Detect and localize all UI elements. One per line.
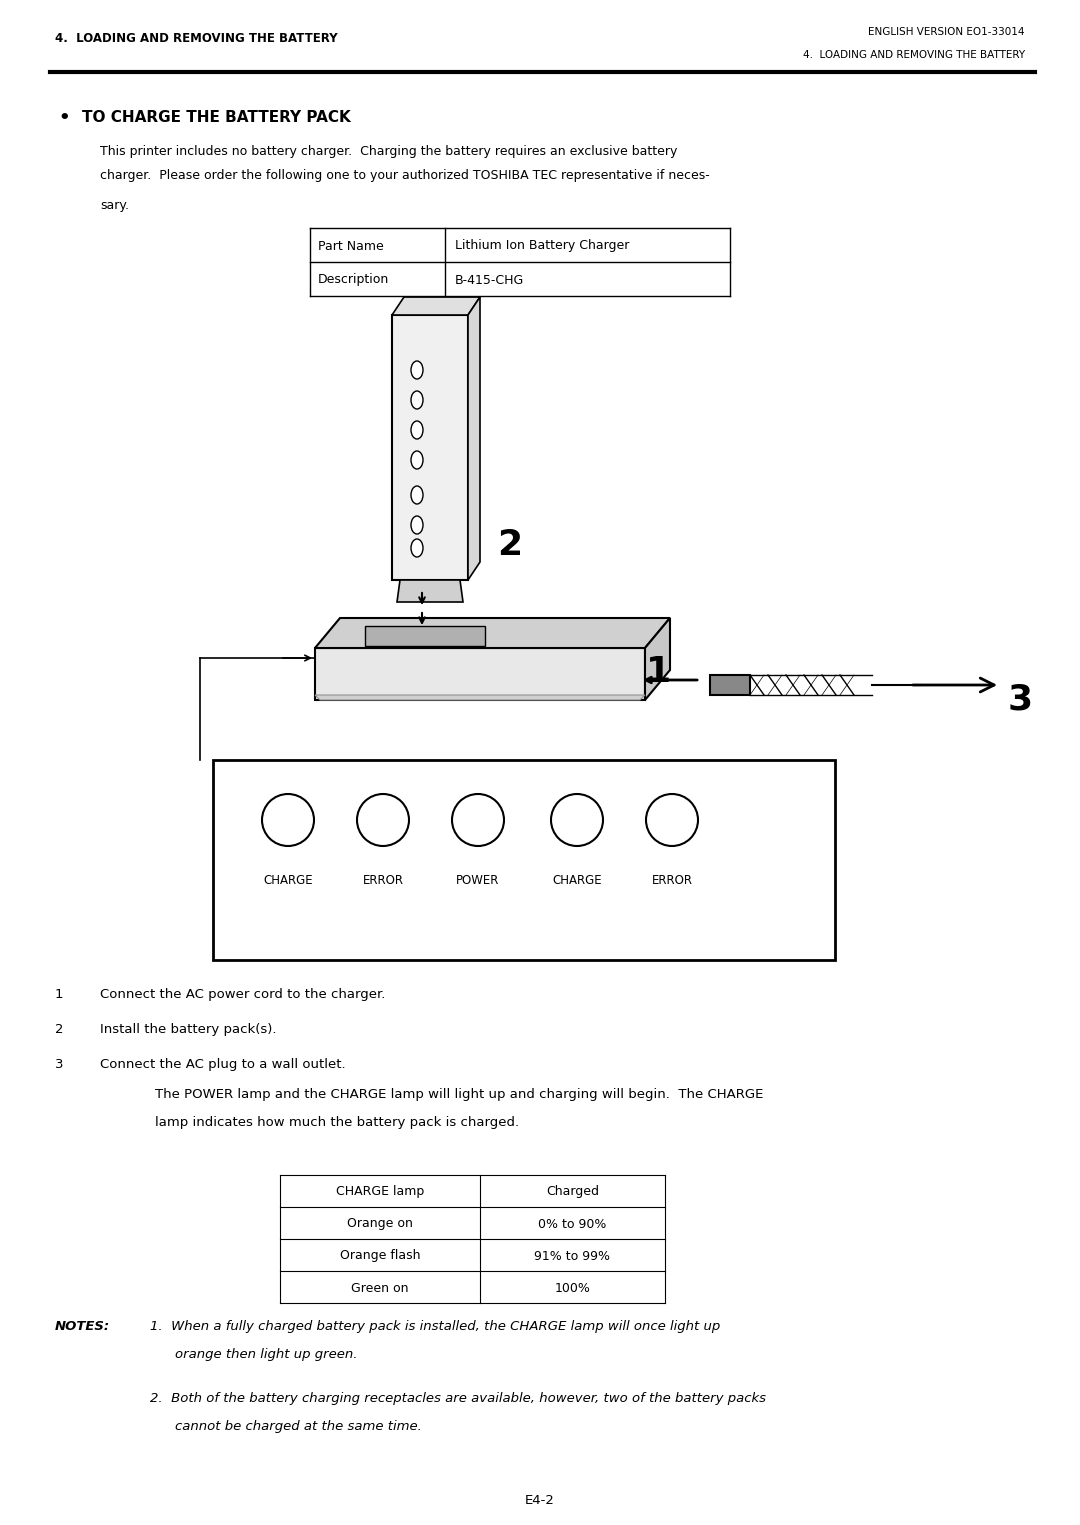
Circle shape <box>357 795 409 846</box>
Text: ENGLISH VERSION EO1-33014: ENGLISH VERSION EO1-33014 <box>868 27 1025 37</box>
Text: Part Name: Part Name <box>318 239 383 253</box>
Text: 3: 3 <box>1008 683 1032 717</box>
Ellipse shape <box>411 486 423 503</box>
Circle shape <box>646 795 698 846</box>
Text: Orange flash: Orange flash <box>340 1249 420 1263</box>
Text: 1: 1 <box>646 656 671 689</box>
Text: 2: 2 <box>55 1023 64 1035</box>
Text: B-415-CHG: B-415-CHG <box>455 273 524 287</box>
Text: 3: 3 <box>55 1058 64 1071</box>
Text: Description: Description <box>318 273 389 287</box>
Circle shape <box>453 795 504 846</box>
Text: Connect the AC power cord to the charger.: Connect the AC power cord to the charger… <box>100 988 386 1000</box>
Text: Connect the AC plug to a wall outlet.: Connect the AC plug to a wall outlet. <box>100 1058 346 1071</box>
Text: CHARGE lamp: CHARGE lamp <box>336 1185 424 1199</box>
Ellipse shape <box>411 538 423 557</box>
Text: 100%: 100% <box>554 1281 591 1295</box>
Text: 2: 2 <box>498 528 523 563</box>
Text: charger.  Please order the following one to your authorized TOSHIBA TEC represen: charger. Please order the following one … <box>100 168 710 181</box>
Polygon shape <box>315 695 645 700</box>
Text: Green on: Green on <box>351 1281 408 1295</box>
Ellipse shape <box>411 451 423 470</box>
Polygon shape <box>468 297 480 580</box>
Circle shape <box>262 795 314 846</box>
Text: Install the battery pack(s).: Install the battery pack(s). <box>100 1023 276 1035</box>
Text: Orange on: Orange on <box>347 1217 413 1231</box>
Text: 0% to 90%: 0% to 90% <box>538 1217 607 1231</box>
Polygon shape <box>392 297 480 316</box>
Text: ERROR: ERROR <box>651 874 692 886</box>
Text: Lithium Ion Battery Charger: Lithium Ion Battery Charger <box>455 239 630 253</box>
Text: 2.  Both of the battery charging receptacles are available, however, two of the : 2. Both of the battery charging receptac… <box>150 1392 766 1405</box>
Ellipse shape <box>411 421 423 439</box>
Text: sary.: sary. <box>100 198 129 212</box>
Text: CHARGE: CHARGE <box>264 874 313 886</box>
Text: 4.  LOADING AND REMOVING THE BATTERY: 4. LOADING AND REMOVING THE BATTERY <box>802 50 1025 59</box>
Text: This printer includes no battery charger.  Charging the battery requires an excl: This printer includes no battery charger… <box>100 145 677 159</box>
Ellipse shape <box>411 515 423 534</box>
Bar <box>365 625 485 647</box>
Text: POWER: POWER <box>457 874 500 886</box>
Ellipse shape <box>411 361 423 380</box>
Text: CHARGE: CHARGE <box>552 874 602 886</box>
Text: 1: 1 <box>55 988 64 1000</box>
Text: E4-2: E4-2 <box>525 1493 555 1507</box>
Text: ERROR: ERROR <box>363 874 404 886</box>
Text: lamp indicates how much the battery pack is charged.: lamp indicates how much the battery pack… <box>156 1116 519 1128</box>
Text: TO CHARGE THE BATTERY PACK: TO CHARGE THE BATTERY PACK <box>82 110 351 125</box>
Polygon shape <box>645 618 670 700</box>
Text: The POWER lamp and the CHARGE lamp will light up and charging will begin.  The C: The POWER lamp and the CHARGE lamp will … <box>156 1087 764 1101</box>
Bar <box>213 759 835 961</box>
Text: 91% to 99%: 91% to 99% <box>535 1249 610 1263</box>
Text: 1.  When a fully charged battery pack is installed, the CHARGE lamp will once li: 1. When a fully charged battery pack is … <box>150 1321 720 1333</box>
Bar <box>710 676 750 695</box>
Text: Charged: Charged <box>546 1185 599 1199</box>
Polygon shape <box>315 618 670 648</box>
Polygon shape <box>315 648 645 700</box>
Polygon shape <box>392 316 468 580</box>
Circle shape <box>551 795 603 846</box>
Text: •: • <box>58 108 69 127</box>
Text: NOTES:: NOTES: <box>55 1321 110 1333</box>
Text: 4.  LOADING AND REMOVING THE BATTERY: 4. LOADING AND REMOVING THE BATTERY <box>55 32 338 44</box>
Polygon shape <box>397 580 463 602</box>
Ellipse shape <box>411 390 423 409</box>
Text: orange then light up green.: orange then light up green. <box>175 1348 357 1360</box>
Text: cannot be charged at the same time.: cannot be charged at the same time. <box>175 1420 422 1434</box>
